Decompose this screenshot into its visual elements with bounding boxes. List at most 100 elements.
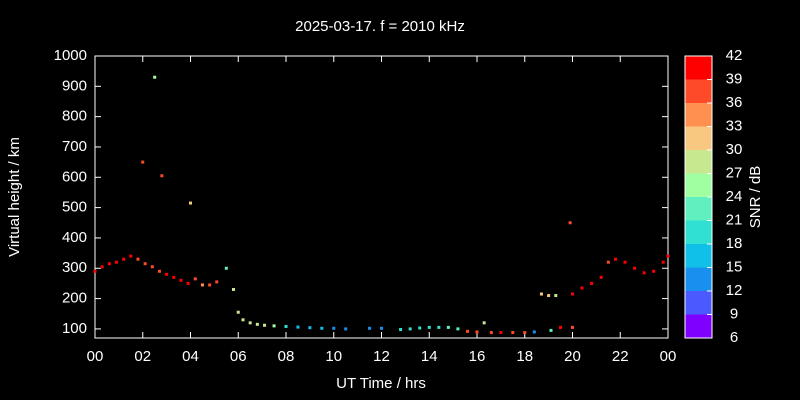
point bbox=[284, 324, 288, 328]
point bbox=[107, 262, 111, 266]
colorbar-band bbox=[685, 291, 712, 315]
point bbox=[547, 294, 551, 298]
point bbox=[231, 287, 235, 291]
colorbar-tick-label: 9 bbox=[730, 305, 738, 322]
point bbox=[554, 294, 558, 298]
point bbox=[100, 265, 104, 269]
colorbar-band bbox=[685, 56, 712, 80]
point bbox=[532, 330, 536, 334]
point bbox=[186, 281, 190, 285]
point bbox=[296, 325, 300, 329]
point bbox=[549, 328, 553, 332]
point bbox=[344, 327, 348, 331]
point bbox=[150, 265, 154, 269]
point bbox=[408, 327, 412, 331]
point bbox=[320, 326, 324, 330]
y-tick-label: 900 bbox=[62, 77, 87, 94]
point bbox=[465, 329, 469, 333]
point bbox=[193, 277, 197, 281]
y-tick-label: 100 bbox=[62, 320, 87, 337]
point bbox=[427, 325, 431, 329]
point bbox=[568, 221, 572, 225]
point bbox=[475, 330, 479, 334]
colorbar-band bbox=[685, 103, 712, 127]
point bbox=[489, 331, 493, 335]
y-tick-label: 400 bbox=[62, 229, 87, 246]
x-tick-label: 20 bbox=[564, 348, 581, 365]
point bbox=[623, 260, 627, 264]
colorbar-tick-label: 39 bbox=[726, 70, 743, 87]
colorbar-tick-label: 24 bbox=[726, 188, 743, 205]
point bbox=[332, 326, 336, 330]
point bbox=[172, 275, 176, 279]
colorbar-tick-label: 27 bbox=[726, 164, 743, 181]
point bbox=[179, 278, 183, 282]
colorbar-band bbox=[685, 220, 712, 244]
point bbox=[539, 292, 543, 296]
point bbox=[418, 326, 422, 330]
colorbar-tick-label: 33 bbox=[726, 117, 743, 134]
colorbar-label: SNR / dB bbox=[747, 166, 764, 229]
colorbar-tick-label: 30 bbox=[726, 141, 743, 158]
colorbar-band bbox=[685, 173, 712, 197]
point bbox=[523, 331, 527, 335]
y-tick-label: 600 bbox=[62, 168, 87, 185]
colorbar-band bbox=[685, 126, 712, 150]
colorbar-band bbox=[685, 197, 712, 221]
point bbox=[241, 318, 245, 322]
x-tick-label: 16 bbox=[469, 348, 486, 365]
point bbox=[613, 257, 617, 261]
point bbox=[136, 257, 140, 261]
x-tick-label: 00 bbox=[87, 348, 104, 365]
x-tick-label: 08 bbox=[278, 348, 295, 365]
colorbar-tick-label: 21 bbox=[726, 211, 743, 228]
point bbox=[141, 160, 145, 164]
point bbox=[208, 283, 212, 287]
point bbox=[143, 262, 147, 266]
point bbox=[255, 322, 259, 326]
point bbox=[606, 260, 610, 264]
point bbox=[160, 174, 164, 178]
point bbox=[499, 331, 503, 335]
x-tick-label: 18 bbox=[516, 348, 533, 365]
point bbox=[666, 254, 670, 258]
colorbar-tick-label: 36 bbox=[726, 94, 743, 111]
y-axis-label: Virtual height / km bbox=[6, 137, 23, 257]
point bbox=[189, 201, 192, 205]
chart-title: 2025-03-17. f = 2010 kHz bbox=[295, 18, 465, 35]
x-axis-label: UT Time / hrs bbox=[336, 375, 426, 392]
point bbox=[165, 272, 169, 276]
colorbar-band bbox=[685, 314, 712, 338]
point bbox=[446, 325, 450, 329]
x-tick-label: 00 bbox=[660, 348, 677, 365]
point bbox=[153, 75, 157, 79]
x-tick-label: 14 bbox=[421, 348, 438, 365]
y-tick-label: 500 bbox=[62, 199, 87, 216]
point bbox=[437, 325, 441, 329]
y-tick-label: 200 bbox=[62, 290, 87, 307]
point bbox=[633, 266, 637, 270]
point bbox=[642, 271, 646, 275]
point bbox=[571, 325, 574, 329]
colorbar-tick-label: 12 bbox=[726, 282, 743, 299]
x-tick-label: 10 bbox=[325, 348, 342, 365]
point bbox=[511, 331, 515, 335]
point bbox=[114, 260, 118, 264]
point bbox=[248, 321, 252, 325]
point bbox=[399, 328, 403, 332]
point bbox=[224, 266, 228, 270]
point bbox=[590, 281, 594, 285]
x-tick-label: 12 bbox=[373, 348, 390, 365]
colorbar-band bbox=[685, 150, 712, 174]
y-tick-label: 700 bbox=[62, 138, 87, 155]
point bbox=[456, 327, 460, 331]
point bbox=[236, 310, 240, 314]
point bbox=[661, 260, 665, 264]
y-tick-label: 1000 bbox=[54, 47, 87, 64]
point bbox=[122, 257, 126, 261]
colorbar-band bbox=[685, 244, 712, 268]
y-tick-label: 800 bbox=[62, 108, 87, 125]
point bbox=[368, 326, 372, 330]
